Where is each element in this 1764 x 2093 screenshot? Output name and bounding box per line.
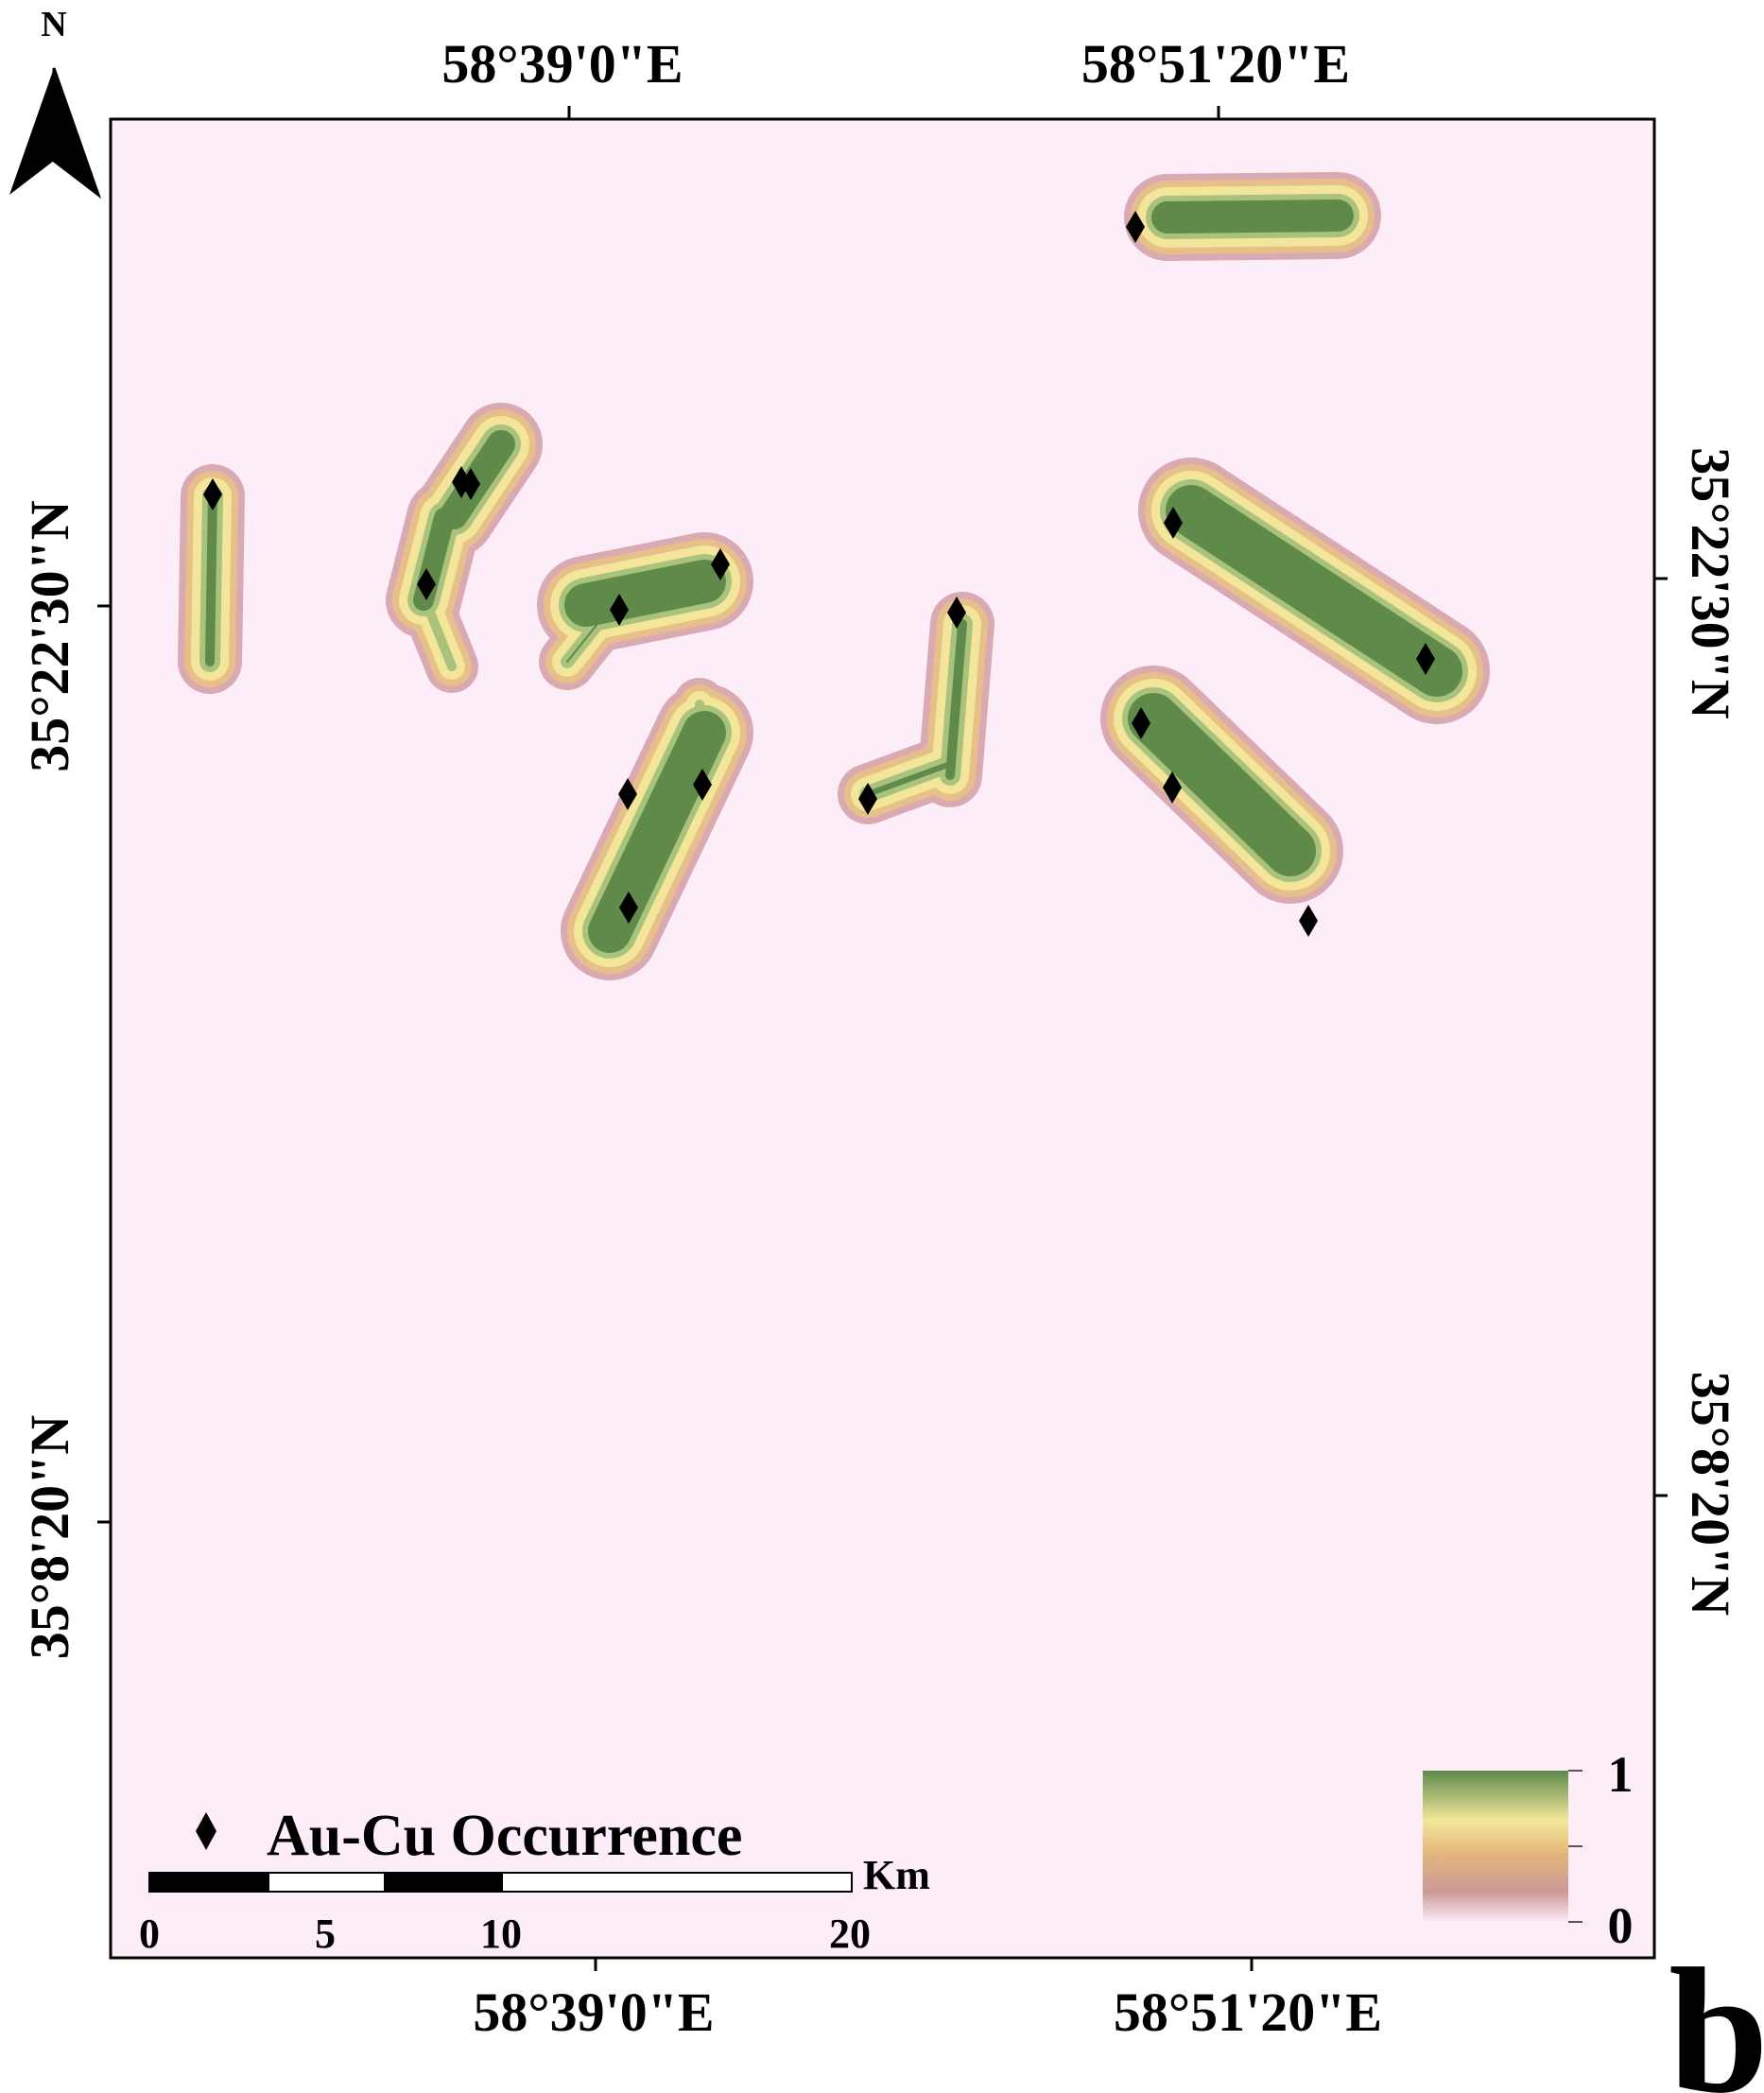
right-latitude-label-1: 35°22'30"N [1680,447,1741,719]
graticule-ticks [97,106,1668,1971]
occurrence-marker [711,548,730,580]
zone-east-main [1138,458,1490,724]
scale-bar: Km 0 5 10 20 [139,1852,930,1957]
zone-central-north [537,532,753,690]
panel-letter: b [1669,1932,1764,2093]
occurrence-legend-label: Au-Cu Occurrence [267,1804,742,1868]
bottom-longitude-label-2: 58°51'20"E [1114,1981,1382,2043]
occurrence-marker [1164,507,1183,539]
north-label: N [41,5,66,44]
north-arrow: N [9,5,102,199]
occurrence-marker [1416,643,1435,675]
scale-unit: Km [863,1852,930,1898]
occurrence-marker [947,597,966,629]
zone-northeast-top [1124,172,1381,261]
top-longitude-label-1: 58°39'0"E [441,33,683,95]
bottom-longitude-label-1: 58°39'0"E [473,1981,714,2043]
occurrence-markers [203,211,1435,937]
occurrence-marker [693,769,712,801]
occurrence-marker [1126,211,1145,243]
scale-tick-20: 20 [829,1911,871,1957]
occurrence-marker [417,568,436,600]
scale-tick-10: 10 [480,1911,522,1957]
zone-east-south [1100,666,1343,904]
occurrence-marker [619,891,638,924]
top-longitude-label-2: 58°51'20"E [1081,33,1350,95]
occurrence-marker [1299,905,1318,937]
right-latitude-label-2: 35°8'20"N [1680,1372,1741,1617]
occurrence-marker [461,468,480,500]
occurrence-marker [858,783,877,815]
zone-central-east [838,592,994,824]
gradient-min-label: 0 [1608,1897,1634,1954]
occurrence-marker [1132,707,1150,739]
occurrence-marker [610,594,629,626]
gradient-max-label: 1 [1608,1746,1634,1803]
map-frame [109,117,1656,1960]
gradient-bar [1423,1771,1568,1922]
scale-tick-0: 0 [139,1911,160,1957]
occurrence-marker [1163,771,1182,804]
left-latitude-label-1: 35°22'30"N [19,500,80,772]
occurrence-marker [618,778,637,810]
left-latitude-label-2: 35°8'20"N [19,1415,80,1660]
scale-tick-5: 5 [315,1911,336,1957]
gradient-legend: 1 0 [1423,1746,1634,1954]
occurrence-marker [203,478,222,510]
zone-west-strip [178,464,245,694]
